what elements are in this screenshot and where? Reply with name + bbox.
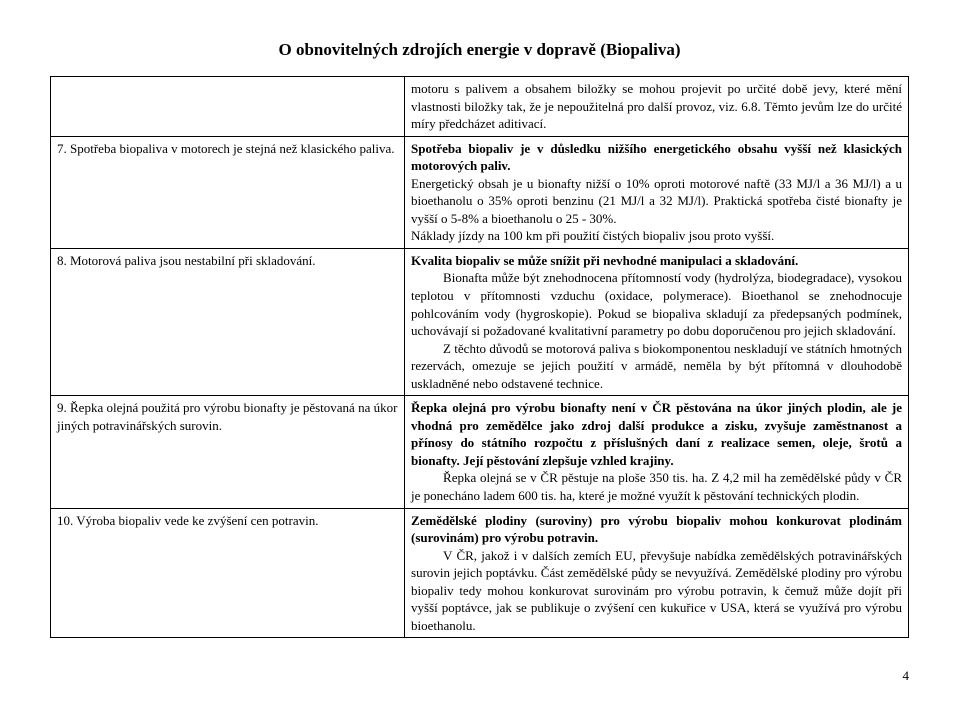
cell-left: 8. Motorová paliva jsou nestabilní při s…: [51, 248, 405, 395]
text-bold: Zemědělské plodiny (suroviny) pro výrobu…: [411, 513, 902, 546]
table-row: motoru s palivem a obsahem biložky se mo…: [51, 77, 909, 137]
text-indent: Řepka olejná se v ČR pěstuje na ploše 35…: [411, 469, 902, 504]
text: motoru s palivem a obsahem biložky se mo…: [411, 81, 902, 131]
cell-right: Kvalita biopaliv se může snížit při nevh…: [405, 248, 909, 395]
text-indent: Bionafta může být znehodnocena přítomnos…: [411, 269, 902, 339]
table-row: 7. Spotřeba biopaliva v motorech je stej…: [51, 136, 909, 248]
cell-right: Zemědělské plodiny (suroviny) pro výrobu…: [405, 508, 909, 638]
cell-left: 10. Výroba biopaliv vede ke zvýšení cen …: [51, 508, 405, 638]
page-title: O obnovitelných zdrojích energie v dopra…: [50, 40, 909, 60]
cell-left: 9. Řepka olejná použitá pro výrobu biona…: [51, 396, 405, 508]
text: Energetický obsah je u bionafty nižší o …: [411, 176, 902, 226]
text-bold: Řepka olejná pro výrobu bionafty není v …: [411, 400, 902, 468]
table-row: 10. Výroba biopaliv vede ke zvýšení cen …: [51, 508, 909, 638]
text-bold: Spotřeba biopaliv je v důsledku nižšího …: [411, 141, 902, 174]
cell-left: 7. Spotřeba biopaliva v motorech je stej…: [51, 136, 405, 248]
text-indent: Z těchto důvodů se motorová paliva s bio…: [411, 340, 902, 393]
text-indent: V ČR, jakož i v dalších zemích EU, převy…: [411, 547, 902, 635]
cell-left: [51, 77, 405, 137]
table-row: 8. Motorová paliva jsou nestabilní při s…: [51, 248, 909, 395]
cell-right: Řepka olejná pro výrobu bionafty není v …: [405, 396, 909, 508]
cell-right: Spotřeba biopaliv je v důsledku nižšího …: [405, 136, 909, 248]
table-row: 9. Řepka olejná použitá pro výrobu biona…: [51, 396, 909, 508]
page-number: 4: [50, 668, 909, 684]
text-bold: Kvalita biopaliv se může snížit při nevh…: [411, 253, 798, 268]
cell-right: motoru s palivem a obsahem biložky se mo…: [405, 77, 909, 137]
text: Náklady jízdy na 100 km při použití čist…: [411, 228, 774, 243]
content-table: motoru s palivem a obsahem biložky se mo…: [50, 76, 909, 638]
